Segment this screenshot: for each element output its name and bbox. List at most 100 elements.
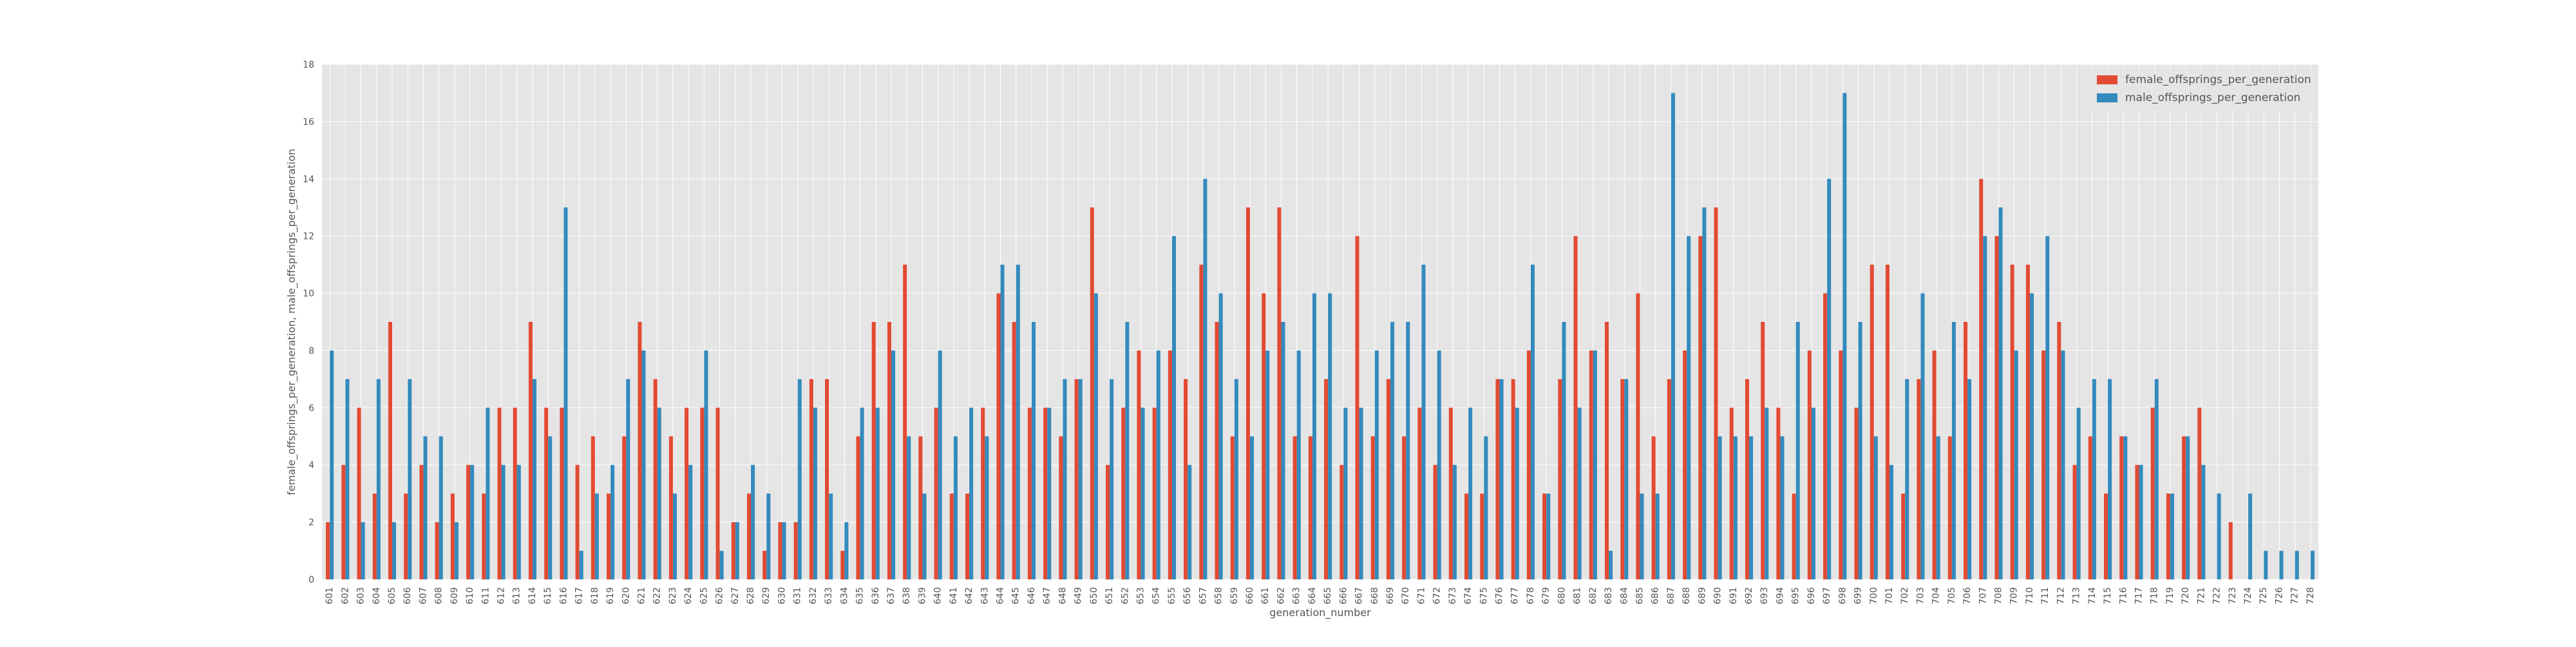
x-tick-label: 677 xyxy=(1510,587,1520,605)
bar-female-708 xyxy=(1994,236,1999,580)
bar-male-602 xyxy=(345,379,350,579)
x-tick-label: 654 xyxy=(1151,587,1162,605)
bar-male-679 xyxy=(1546,493,1551,579)
bar-female-646 xyxy=(1027,408,1032,579)
x-tick-label: 625 xyxy=(699,587,709,605)
x-tick-label: 637 xyxy=(886,587,896,605)
x-tick-label: 651 xyxy=(1104,587,1115,605)
bar-female-619 xyxy=(606,493,611,579)
x-tick-label: 639 xyxy=(917,587,927,605)
bar-male-693 xyxy=(1765,408,1769,579)
x-tick-label: 710 xyxy=(2025,587,2035,605)
bar-female-668 xyxy=(1370,436,1375,579)
bar-male-623 xyxy=(672,493,677,579)
bar-male-646 xyxy=(1031,322,1036,579)
x-tick-label: 689 xyxy=(1697,587,1707,605)
x-tick-label: 647 xyxy=(1042,587,1052,605)
x-tick-label: 632 xyxy=(808,587,819,605)
bar-male-706 xyxy=(1967,379,1972,579)
bar-male-701 xyxy=(1889,465,1894,579)
bar-female-685 xyxy=(1636,293,1640,579)
x-tick-label: 716 xyxy=(2118,587,2128,605)
bar-male-643 xyxy=(985,436,989,579)
bar-female-656 xyxy=(1184,379,1188,579)
x-tick-label: 675 xyxy=(1479,587,1489,605)
bar-female-718 xyxy=(2150,408,2155,579)
x-tick-label: 683 xyxy=(1604,587,1614,605)
bar-male-612 xyxy=(501,465,506,579)
x-tick-label: 664 xyxy=(1307,587,1318,605)
bars xyxy=(326,93,2315,580)
bar-male-663 xyxy=(1296,350,1301,579)
legend-swatch-female xyxy=(2097,75,2117,84)
bar-female-658 xyxy=(1215,322,1219,579)
bar-male-685 xyxy=(1640,493,1644,579)
x-tick-label: 703 xyxy=(1915,587,1926,605)
bar-female-681 xyxy=(1573,236,1578,580)
x-tick-label: 633 xyxy=(824,587,834,605)
bar-female-637 xyxy=(887,322,891,579)
x-tick-label: 602 xyxy=(340,587,350,605)
y-tick-label: 10 xyxy=(303,289,314,299)
bar-female-679 xyxy=(1542,493,1547,579)
x-tick-label: 727 xyxy=(2290,587,2300,605)
x-tick-label: 613 xyxy=(512,587,522,605)
x-tick-label: 672 xyxy=(1432,587,1443,605)
bar-female-667 xyxy=(1355,236,1359,580)
bar-male-671 xyxy=(1421,265,1426,579)
legend-swatch-male xyxy=(2097,93,2117,102)
bar-male-628 xyxy=(751,465,755,579)
bar-female-630 xyxy=(778,522,782,579)
x-tick-label: 673 xyxy=(1448,587,1458,605)
bar-male-698 xyxy=(1842,93,1847,579)
y-tick-label: 14 xyxy=(303,174,314,185)
x-tick-label: 717 xyxy=(2134,587,2144,605)
bar-female-618 xyxy=(591,436,595,579)
bar-male-717 xyxy=(2139,465,2143,579)
x-tick-label: 723 xyxy=(2228,587,2238,605)
x-tick-label: 670 xyxy=(1401,587,1411,605)
y-axis-label: female_offsprings_per_generation, male_o… xyxy=(285,149,298,495)
bar-female-715 xyxy=(2103,493,2108,579)
bar-male-687 xyxy=(1671,93,1675,579)
x-tick-label: 726 xyxy=(2274,587,2284,605)
x-tick-label: 669 xyxy=(1385,587,1396,605)
x-tick-label: 650 xyxy=(1089,587,1099,605)
bar-female-683 xyxy=(1604,322,1609,579)
bar-female-659 xyxy=(1230,436,1235,579)
bar-female-702 xyxy=(1901,493,1906,579)
bar-female-678 xyxy=(1526,350,1531,579)
bar-female-720 xyxy=(2182,436,2186,579)
bar-female-670 xyxy=(1402,436,1406,579)
x-tick-label: 618 xyxy=(590,587,600,605)
x-tick-label: 627 xyxy=(730,587,741,605)
x-tick-label: 623 xyxy=(668,587,678,605)
bar-female-613 xyxy=(513,408,517,579)
bar-male-656 xyxy=(1188,465,1192,579)
x-tick-label: 707 xyxy=(1978,587,1988,605)
x-tick-label: 697 xyxy=(1822,587,1832,605)
bar-female-697 xyxy=(1823,293,1828,579)
bar-male-619 xyxy=(611,465,615,579)
x-tick-label: 665 xyxy=(1323,587,1333,605)
bar-male-709 xyxy=(2014,350,2018,579)
x-tick-label: 645 xyxy=(1011,587,1021,605)
x-tick-label: 706 xyxy=(1962,587,1973,605)
bar-male-707 xyxy=(1983,236,1987,580)
bar-male-669 xyxy=(1390,322,1395,579)
bar-male-651 xyxy=(1110,379,1114,579)
x-tick-label: 621 xyxy=(636,587,647,605)
bar-female-632 xyxy=(809,379,813,579)
x-tick-label: 725 xyxy=(2259,587,2269,605)
bar-male-665 xyxy=(1328,293,1332,579)
bar-female-704 xyxy=(1932,350,1937,579)
x-tick-label: 718 xyxy=(2150,587,2160,605)
x-tick-label: 704 xyxy=(1931,587,1942,605)
bar-female-673 xyxy=(1448,408,1453,579)
x-tick-label: 722 xyxy=(2212,587,2222,605)
bar-female-643 xyxy=(981,408,985,579)
bar-male-616 xyxy=(564,207,568,579)
x-tick-label: 684 xyxy=(1619,587,1629,605)
bar-female-663 xyxy=(1293,436,1297,579)
x-tick-label: 656 xyxy=(1182,587,1193,605)
